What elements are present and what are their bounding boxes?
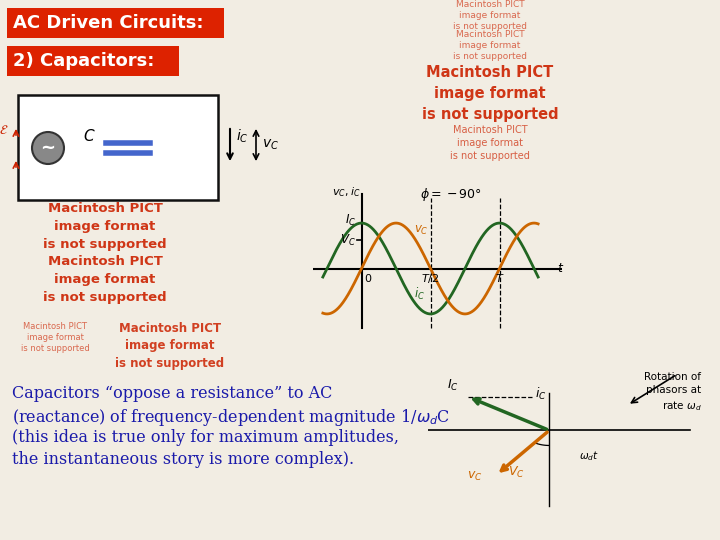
Text: $v_C$: $v_C$ [467, 470, 482, 483]
Text: AC Driven Circuits:: AC Driven Circuits: [13, 14, 204, 32]
Text: $\mathcal{E}$: $\mathcal{E}$ [0, 124, 9, 137]
Text: $C$: $C$ [84, 128, 96, 144]
Text: Macintosh PICT
image format
is not supported: Macintosh PICT image format is not suppo… [21, 322, 89, 353]
Text: Macintosh PICT
image format
is not supported: Macintosh PICT image format is not suppo… [450, 125, 530, 160]
Text: $0$: $0$ [364, 272, 372, 284]
Text: $V_C$: $V_C$ [341, 233, 356, 248]
Text: $V_C$: $V_C$ [508, 465, 524, 480]
Text: Rotation of
phasors at
rate $\omega_d$: Rotation of phasors at rate $\omega_d$ [644, 372, 701, 413]
Text: Macintosh PICT
image format
is not supported: Macintosh PICT image format is not suppo… [115, 322, 225, 370]
Text: Macintosh PICT
image format
is not supported: Macintosh PICT image format is not suppo… [422, 65, 558, 122]
Text: $T$: $T$ [495, 272, 504, 284]
FancyBboxPatch shape [7, 8, 224, 38]
Text: Capacitors “oppose a resistance” to AC: Capacitors “oppose a resistance” to AC [12, 385, 333, 402]
Text: (this idea is true only for maximum amplitudes,: (this idea is true only for maximum ampl… [12, 429, 399, 446]
Text: Macintosh PICT
image format
is not supported: Macintosh PICT image format is not suppo… [453, 30, 527, 61]
Text: Macintosh PICT
image format
is not supported: Macintosh PICT image format is not suppo… [43, 202, 167, 251]
Text: $\phi = -90°$: $\phi = -90°$ [420, 186, 482, 203]
Text: 2) Capacitors:: 2) Capacitors: [13, 52, 154, 70]
Circle shape [32, 132, 64, 164]
Text: Macintosh PICT
image format
is not supported: Macintosh PICT image format is not suppo… [453, 0, 527, 31]
Text: $v_C$: $v_C$ [262, 138, 279, 152]
Text: $t$: $t$ [557, 262, 564, 275]
Text: the instantaneous story is more complex).: the instantaneous story is more complex)… [12, 451, 354, 468]
Text: $I_C$: $I_C$ [447, 377, 459, 393]
Text: Macintosh PICT
image format
is not supported: Macintosh PICT image format is not suppo… [43, 255, 167, 304]
Text: $v_C$: $v_C$ [414, 224, 428, 237]
Text: (reactance) of frequency-dependent magnitude 1/$\omega_d$C: (reactance) of frequency-dependent magni… [12, 407, 450, 428]
Text: $i_C$: $i_C$ [534, 386, 546, 402]
Text: ~: ~ [40, 139, 55, 157]
FancyBboxPatch shape [7, 46, 179, 76]
Bar [18, 95, 218, 200]
Text: $I_C$: $I_C$ [345, 213, 356, 228]
Text: $i_C$: $i_C$ [414, 286, 425, 302]
Text: $v_C, i_C$: $v_C, i_C$ [332, 185, 360, 199]
Text: $i_C$: $i_C$ [236, 127, 248, 145]
Text: $T/2$: $T/2$ [421, 272, 440, 285]
Text: $\omega_d t$: $\omega_d t$ [579, 449, 599, 463]
